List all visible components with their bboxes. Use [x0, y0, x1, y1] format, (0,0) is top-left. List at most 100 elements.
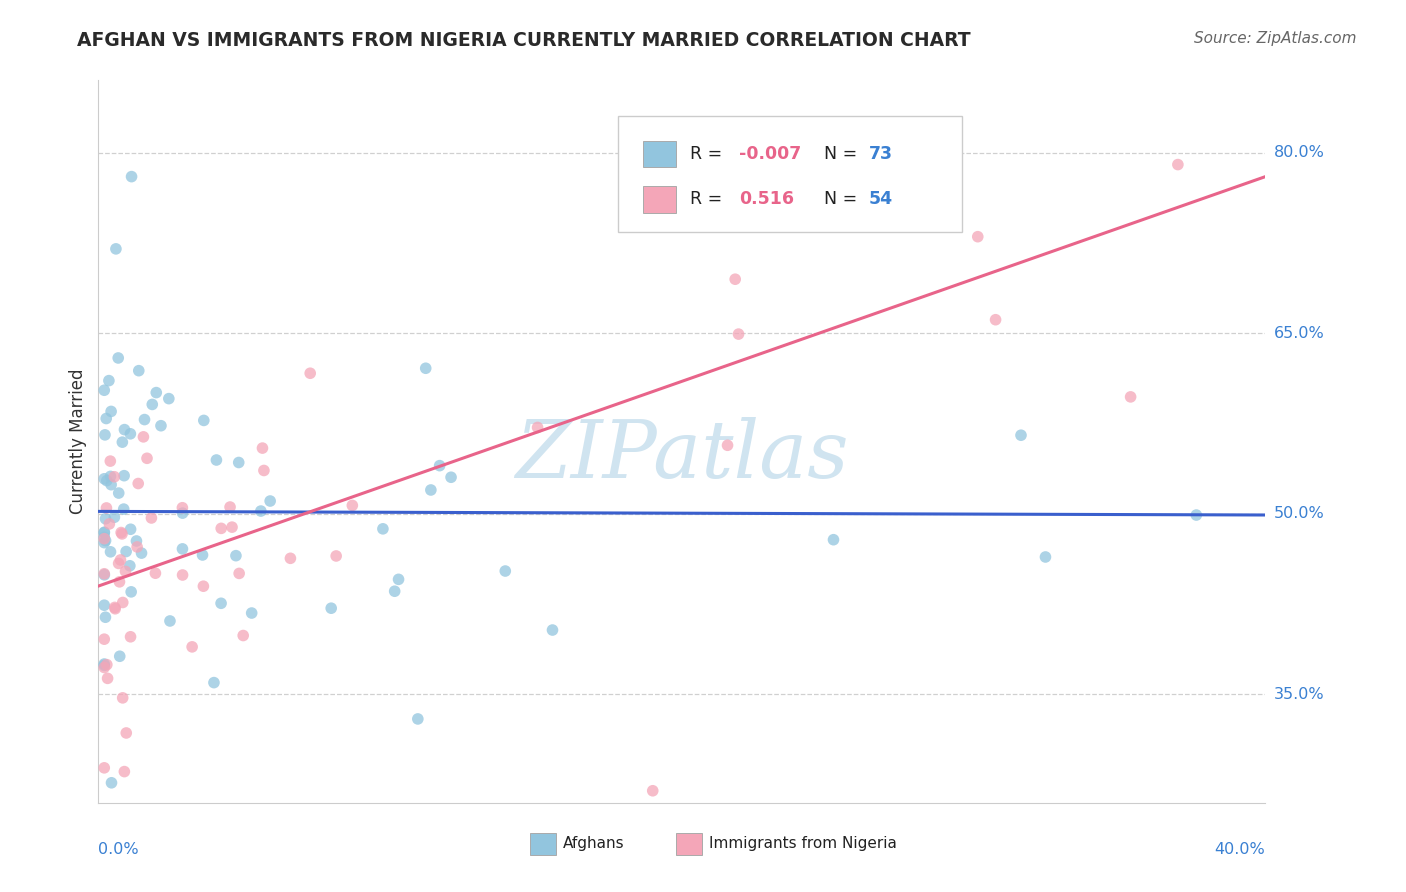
Point	[321, 601, 343, 615]
Point	[100, 776, 122, 790]
Point	[93, 530, 115, 544]
Text: -0.007: -0.007	[740, 145, 801, 163]
Point	[127, 476, 149, 491]
Point	[136, 451, 159, 466]
Point	[494, 564, 516, 578]
Point	[97, 671, 120, 685]
Text: 80.0%: 80.0%	[1274, 145, 1324, 160]
Point	[429, 458, 451, 473]
Point	[387, 572, 409, 586]
Point	[107, 486, 129, 500]
Point	[94, 610, 117, 624]
Text: 73: 73	[869, 145, 893, 163]
Point	[225, 549, 247, 563]
Point	[172, 541, 194, 556]
Text: 50.0%: 50.0%	[1274, 507, 1324, 521]
Point	[98, 516, 121, 531]
Point	[93, 598, 115, 612]
Text: 35.0%: 35.0%	[1274, 687, 1324, 702]
Text: R =: R =	[690, 145, 728, 163]
Point	[1035, 549, 1057, 564]
Point	[1010, 428, 1032, 442]
Point	[96, 411, 118, 425]
Point	[202, 675, 225, 690]
Point	[342, 499, 364, 513]
Point	[93, 525, 115, 540]
Point	[141, 511, 163, 525]
Text: 0.516: 0.516	[740, 191, 794, 209]
Point	[159, 614, 181, 628]
Point	[966, 229, 988, 244]
Point	[259, 494, 281, 508]
Point	[1185, 508, 1208, 522]
Text: N =: N =	[824, 145, 863, 163]
Point	[253, 463, 276, 477]
Point	[107, 351, 129, 365]
Point	[205, 453, 228, 467]
Point	[193, 413, 215, 427]
Point	[94, 533, 117, 548]
Point	[111, 435, 134, 450]
Point	[104, 600, 127, 615]
Text: 65.0%: 65.0%	[1274, 326, 1324, 341]
Point	[93, 525, 115, 540]
Point	[111, 595, 134, 609]
Point	[103, 469, 125, 483]
Point	[96, 474, 118, 488]
Point	[120, 585, 142, 599]
Point	[127, 540, 149, 554]
Point	[114, 423, 136, 437]
Text: 54: 54	[869, 191, 893, 209]
Point	[100, 545, 122, 559]
Point	[108, 649, 131, 664]
Point	[240, 606, 263, 620]
Point	[181, 640, 204, 654]
Point	[1119, 390, 1142, 404]
Point	[93, 657, 115, 671]
Point	[716, 438, 738, 452]
Point	[219, 500, 242, 514]
Point	[131, 546, 153, 560]
Point	[120, 630, 142, 644]
Point	[94, 428, 117, 442]
Y-axis label: Currently Married: Currently Married	[69, 368, 87, 515]
Point	[96, 657, 118, 672]
Point	[149, 418, 172, 433]
Point	[232, 628, 254, 642]
Text: 0.0%: 0.0%	[98, 842, 139, 856]
Point	[228, 566, 250, 581]
Point	[104, 242, 127, 256]
Point	[141, 397, 163, 411]
Point	[250, 504, 273, 518]
Point	[221, 520, 243, 534]
Point	[121, 169, 143, 184]
Point	[209, 521, 232, 535]
Text: Immigrants from Nigeria: Immigrants from Nigeria	[709, 837, 897, 852]
Text: Afghans: Afghans	[562, 837, 624, 852]
Point	[112, 764, 135, 779]
Point	[172, 568, 194, 582]
Point	[145, 566, 167, 581]
FancyBboxPatch shape	[617, 116, 962, 232]
Point	[371, 522, 394, 536]
Point	[727, 327, 749, 342]
Point	[93, 472, 115, 486]
Point	[114, 565, 136, 579]
Point	[228, 455, 250, 469]
Point	[100, 469, 122, 483]
Point	[406, 712, 429, 726]
Text: R =: R =	[690, 191, 734, 209]
Point	[145, 385, 167, 400]
Point	[100, 404, 122, 418]
Point	[98, 454, 121, 468]
Point	[97, 374, 120, 388]
Point	[108, 574, 131, 589]
Point	[193, 579, 215, 593]
Point	[93, 566, 115, 581]
Point	[93, 383, 115, 397]
Text: N =: N =	[824, 191, 863, 209]
Point	[93, 632, 115, 647]
Point	[111, 690, 134, 705]
Point	[172, 500, 194, 515]
Point	[415, 361, 437, 376]
